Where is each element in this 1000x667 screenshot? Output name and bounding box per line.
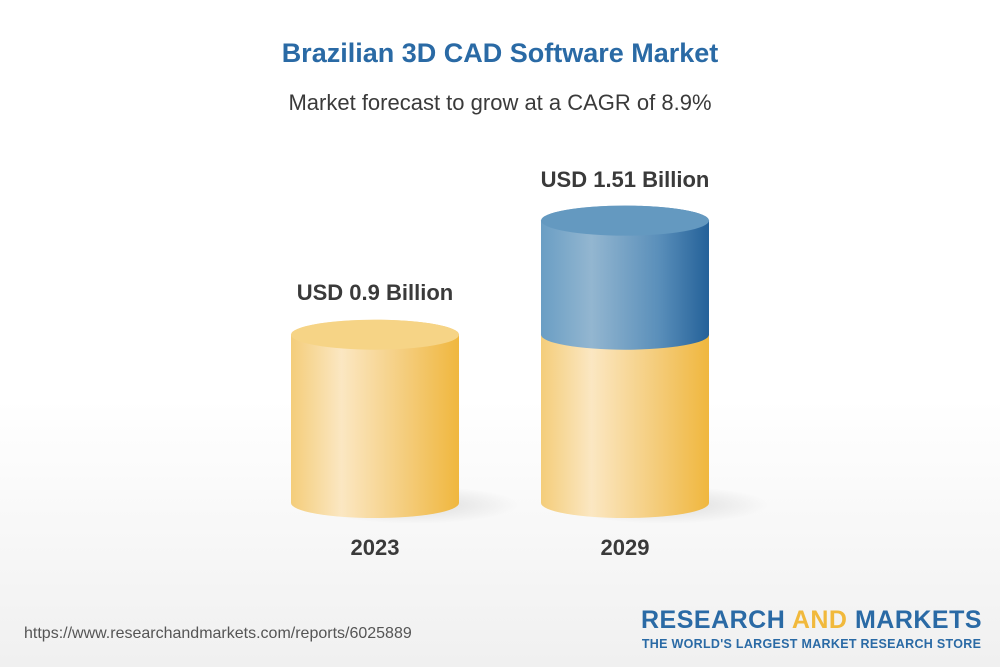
logo-tagline: THE WORLD'S LARGEST MARKET RESEARCH STOR… xyxy=(641,637,982,651)
chart-subtitle: Market forecast to grow at a CAGR of 8.9… xyxy=(288,90,712,115)
cylinder-base-2023 xyxy=(291,319,459,518)
logo-text-markets: MARKETS xyxy=(847,606,983,634)
data-label-2023: USD 0.9 Billion xyxy=(297,280,453,305)
cylinder-top-2023 xyxy=(291,319,459,350)
chart-title: Brazilian 3D CAD Software Market xyxy=(281,38,719,68)
logo-text-and: AND xyxy=(791,606,848,634)
cylinder-top-2029 xyxy=(541,205,709,236)
category-label-2029: 2029 xyxy=(601,535,650,560)
data-label-2029: USD 1.51 Billion xyxy=(541,167,710,192)
source-url[interactable]: https://www.researchandmarkets.com/repor… xyxy=(24,625,412,642)
cylinder-growth-2029 xyxy=(541,205,709,350)
research-and-markets-logo: RESEARCH AND MARKETS THE WORLD'S LARGEST… xyxy=(641,606,982,651)
logo-text: RESEARCH xyxy=(641,606,792,634)
category-label-2023: 2023 xyxy=(351,535,400,560)
cylinder-base-2029 xyxy=(541,319,709,518)
